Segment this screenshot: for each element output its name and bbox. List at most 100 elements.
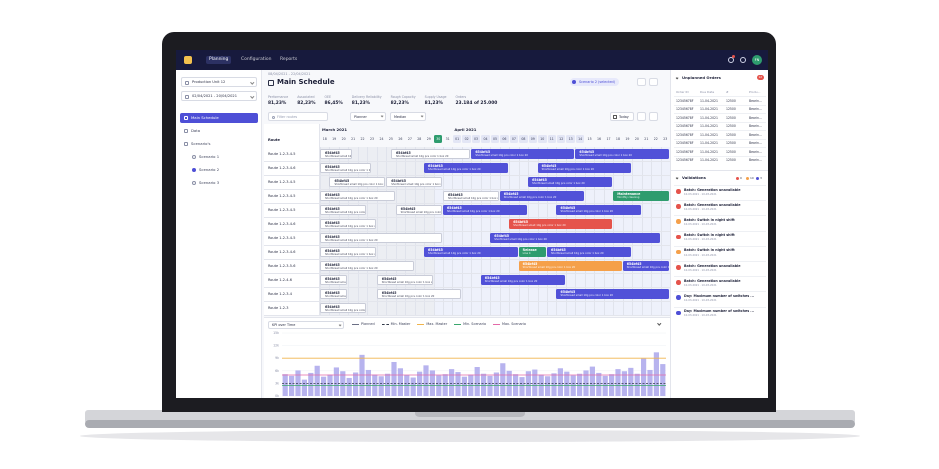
day-label[interactable]: 17 [606, 137, 611, 141]
collapse-caret[interactable] [675, 176, 679, 180]
day-label[interactable]: 06 [500, 135, 509, 143]
day-label[interactable]: 20 [341, 137, 346, 141]
icon-button[interactable] [649, 78, 658, 86]
dropdown[interactable]: Planner [350, 112, 386, 121]
collapse-caret[interactable] [675, 76, 679, 80]
day-label[interactable]: 03 [471, 135, 481, 143]
kpi-select[interactable]: KPI over Time [268, 321, 344, 329]
validation-title[interactable]: Batch: Generation unavailable [684, 278, 741, 283]
day-label[interactable]: 27 [407, 137, 412, 141]
day-label[interactable]: 07 [509, 135, 519, 143]
column-header[interactable]: # [726, 90, 729, 94]
day-label[interactable]: 18 [322, 137, 327, 141]
day-label[interactable]: 31 [445, 137, 450, 141]
day-label[interactable]: 22 [360, 137, 365, 141]
day-label[interactable]: 01 [452, 135, 462, 143]
column-header[interactable]: Produ... [749, 90, 761, 94]
task-bar[interactable]: Maintenance Monthly cleaning [613, 191, 669, 201]
day-label[interactable]: 26 [398, 137, 403, 141]
day-label[interactable]: 28 [417, 137, 422, 141]
notification-icon[interactable] [728, 57, 734, 63]
day-label[interactable]: 05 [490, 135, 500, 143]
settings-icon[interactable] [740, 57, 746, 63]
day-label[interactable]: 10 [538, 135, 547, 143]
nav-item[interactable]: Reports [280, 57, 298, 62]
nav-item[interactable]: Planning [206, 56, 232, 64]
filter-input[interactable]: Filter routes [268, 112, 328, 121]
validation-title[interactable]: Batch: Switch in night shift [684, 248, 735, 253]
day-label[interactable]: 02 [462, 135, 471, 143]
scenario-item[interactable]: Scenario 3 [188, 178, 258, 188]
day-label[interactable]: 12 [556, 135, 566, 143]
select-box[interactable]: Production Unit 12 [181, 77, 257, 87]
scenario-item[interactable]: Scenario 2 [188, 165, 258, 175]
dropdown[interactable]: Median [390, 112, 426, 121]
day-label[interactable]: 23 [369, 137, 375, 141]
validation-title[interactable]: Batch: Switch in night shift [684, 217, 735, 222]
day-label[interactable]: 14 [575, 135, 585, 143]
day-label[interactable]: 22 [653, 137, 658, 141]
icon-button[interactable] [637, 78, 646, 86]
scenario-badge[interactable]: Scenario 2 (selected) [570, 78, 620, 86]
day-label[interactable]: 18 [615, 137, 620, 141]
today-button[interactable]: Today [610, 112, 634, 121]
day-label[interactable]: 24 [379, 137, 384, 141]
day-label[interactable]: 21 [644, 137, 649, 141]
validation-title[interactable]: Batch: Generation unavailable [684, 202, 741, 207]
zoom-out-button[interactable] [649, 112, 658, 121]
zoom-in-button[interactable] [637, 112, 646, 121]
validation-title[interactable]: Batch: Generation unavailable [684, 263, 741, 268]
day-label[interactable]: 08 [519, 135, 528, 143]
day-label[interactable]: 19 [332, 137, 337, 141]
scenario-item[interactable]: Scenario 1 [188, 152, 258, 162]
day-label[interactable]: 19 [625, 137, 630, 141]
avatar[interactable]: FN [752, 55, 762, 65]
validation-title[interactable]: Batch: Generation unavailable [684, 187, 741, 192]
day-label[interactable]: 13 [566, 135, 575, 143]
day-label[interactable]: 20 [634, 137, 639, 141]
menu-item[interactable]: Data [180, 126, 258, 136]
validation-title[interactable]: Day: Maximum number of switches ... [684, 309, 755, 314]
day-label[interactable]: 29 [426, 137, 431, 141]
day-label[interactable]: 11 [547, 135, 556, 143]
nav-item[interactable]: Configuration [241, 57, 272, 62]
validation-title[interactable]: Batch: Switch in night shift [684, 233, 735, 238]
column-header[interactable]: Due Date [700, 90, 715, 94]
task-bar[interactable]: Release Line 4 [518, 247, 547, 257]
day-label[interactable]: 16 [597, 137, 602, 141]
validation-title[interactable]: Day: Maximum number of switches ... [684, 293, 755, 298]
select-box[interactable]: 02/04/2021 - 20/04/2021 [181, 91, 257, 101]
column-header[interactable]: Order ID [676, 90, 689, 94]
